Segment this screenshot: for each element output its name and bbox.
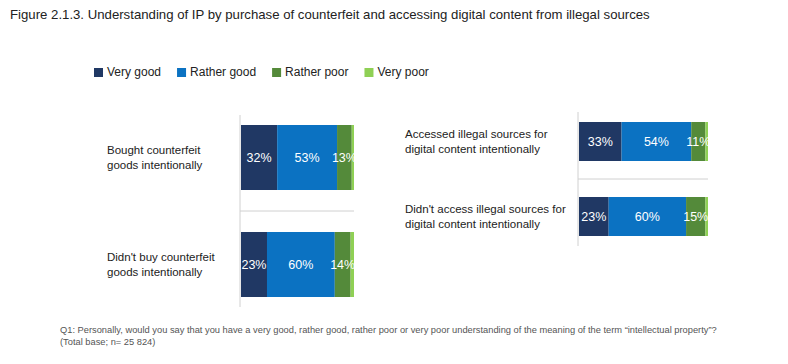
data-label: 14% [330,258,355,272]
bar-segment [241,232,267,297]
category-label: Didn't buy counterfeitgoods intentionall… [107,251,215,278]
bar-segment [609,197,686,236]
chart: Figure 2.1.3. Understanding of IP by pur… [0,0,788,364]
bar-segment [277,125,337,190]
footnote: (Total base; n= 25 824) [60,337,155,347]
data-label: 11% [686,135,710,149]
data-label: 53% [295,151,320,165]
bar-segment [579,197,609,236]
data-label: 54% [644,135,669,149]
legend-label: Rather poor [285,65,348,79]
footnote: Q1: Personally, would you say that you h… [60,325,717,335]
bar-group [579,197,708,236]
category-label: Accessed illegal sources fordigital cont… [405,128,548,155]
legend-swatch [272,68,281,77]
legend-swatch [364,68,373,77]
category-label: Didn't access illegal sources fordigital… [405,203,566,230]
value-axis-line [578,179,708,180]
data-label: 60% [288,258,313,272]
bar-segment [579,122,622,161]
bar-segment [241,125,277,190]
legend-swatch [177,68,186,77]
data-label: 23% [241,258,266,272]
data-label: 23% [581,210,606,224]
title: Figure 2.1.3. Understanding of IP by pur… [10,7,650,22]
data-label: 13% [332,151,357,165]
bar-segment [622,122,692,161]
data-label: 15% [683,210,708,224]
data-label: 60% [635,210,660,224]
legend-label: Rather good [190,65,256,79]
legend-label: Very poor [377,65,428,79]
value-axis-line [240,211,354,212]
data-label: 32% [247,151,272,165]
legend-label: Very good [107,65,161,79]
legend-swatch [94,68,103,77]
data-label: 33% [588,135,613,149]
category-label: Bought counterfeitgoods intentionally [107,144,203,171]
bar-segment [267,232,335,297]
